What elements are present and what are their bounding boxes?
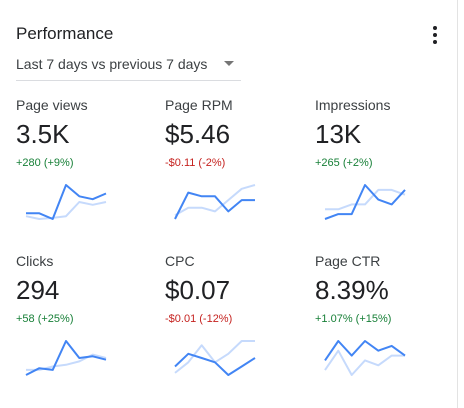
metric-value: $5.46 <box>165 119 231 149</box>
metric-delta: -$0.01 (-12%) <box>165 313 233 325</box>
metric-value: 13K <box>315 119 362 149</box>
sparkline <box>174 184 256 220</box>
sparkline-current-period <box>174 352 256 376</box>
sparkline <box>25 184 107 220</box>
date-range-dropdown[interactable]: Last 7 days vs previous 7 days <box>16 54 241 81</box>
metric-label: Page views <box>16 97 88 113</box>
metric-value: $0.07 <box>165 275 231 305</box>
more-vert-icon[interactable] <box>428 24 442 46</box>
sparkline-previous-period <box>174 184 256 217</box>
metric-label: Page RPM <box>165 97 233 113</box>
metric-page-ctr[interactable]: Page CTR 8.39% +1.07% (+15%) <box>315 253 445 403</box>
sparkline-current-period <box>174 191 255 220</box>
metric-label: Clicks <box>16 253 54 269</box>
sparkline-current-period <box>324 340 406 361</box>
sparkline-current-period <box>26 184 107 220</box>
metric-label: Page CTR <box>315 253 381 269</box>
sparkline <box>174 340 256 376</box>
metric-delta: +280 (+9%) <box>16 157 74 169</box>
sparkline <box>324 184 406 220</box>
sparkline-current-period <box>25 340 107 376</box>
metric-delta: -$0.11 (-2%) <box>165 157 226 169</box>
menu-dot <box>433 26 437 30</box>
metric-cpc[interactable]: CPC $0.07 -$0.01 (-12%) <box>165 253 295 403</box>
sparkline-previous-period <box>26 353 107 371</box>
metric-impressions[interactable]: Impressions 13K +265 (+2%) <box>315 97 445 247</box>
sparkline-current-period <box>324 184 406 220</box>
sparkline <box>25 340 107 376</box>
metric-value: 8.39% <box>315 275 389 305</box>
caret-down-icon <box>224 61 234 66</box>
sparkline-previous-period <box>325 188 406 211</box>
metric-value: 3.5K <box>16 119 70 149</box>
metric-delta: +1.07% (+15%) <box>315 313 392 325</box>
metric-delta: +265 (+2%) <box>315 157 373 169</box>
metric-label: CPC <box>165 253 195 269</box>
metric-page-views[interactable]: Page views 3.5K +280 (+9%) <box>16 97 146 247</box>
metric-delta: +58 (+25%) <box>16 313 74 325</box>
menu-dot <box>433 33 437 37</box>
date-range-label: Last 7 days vs previous 7 days <box>16 56 208 72</box>
card-title: Performance <box>16 24 114 43</box>
metric-clicks[interactable]: Clicks 294 +58 (+25%) <box>16 253 146 403</box>
metric-page-rpm[interactable]: Page RPM $5.46 -$0.11 (-2%) <box>165 97 295 247</box>
metric-value: 294 <box>16 275 60 305</box>
sparkline-previous-period <box>174 340 255 374</box>
menu-dot <box>433 40 437 44</box>
sparkline-previous-period <box>324 349 405 376</box>
metric-label: Impressions <box>315 97 391 113</box>
sparkline <box>324 340 406 376</box>
sparkline-previous-period <box>25 201 107 220</box>
